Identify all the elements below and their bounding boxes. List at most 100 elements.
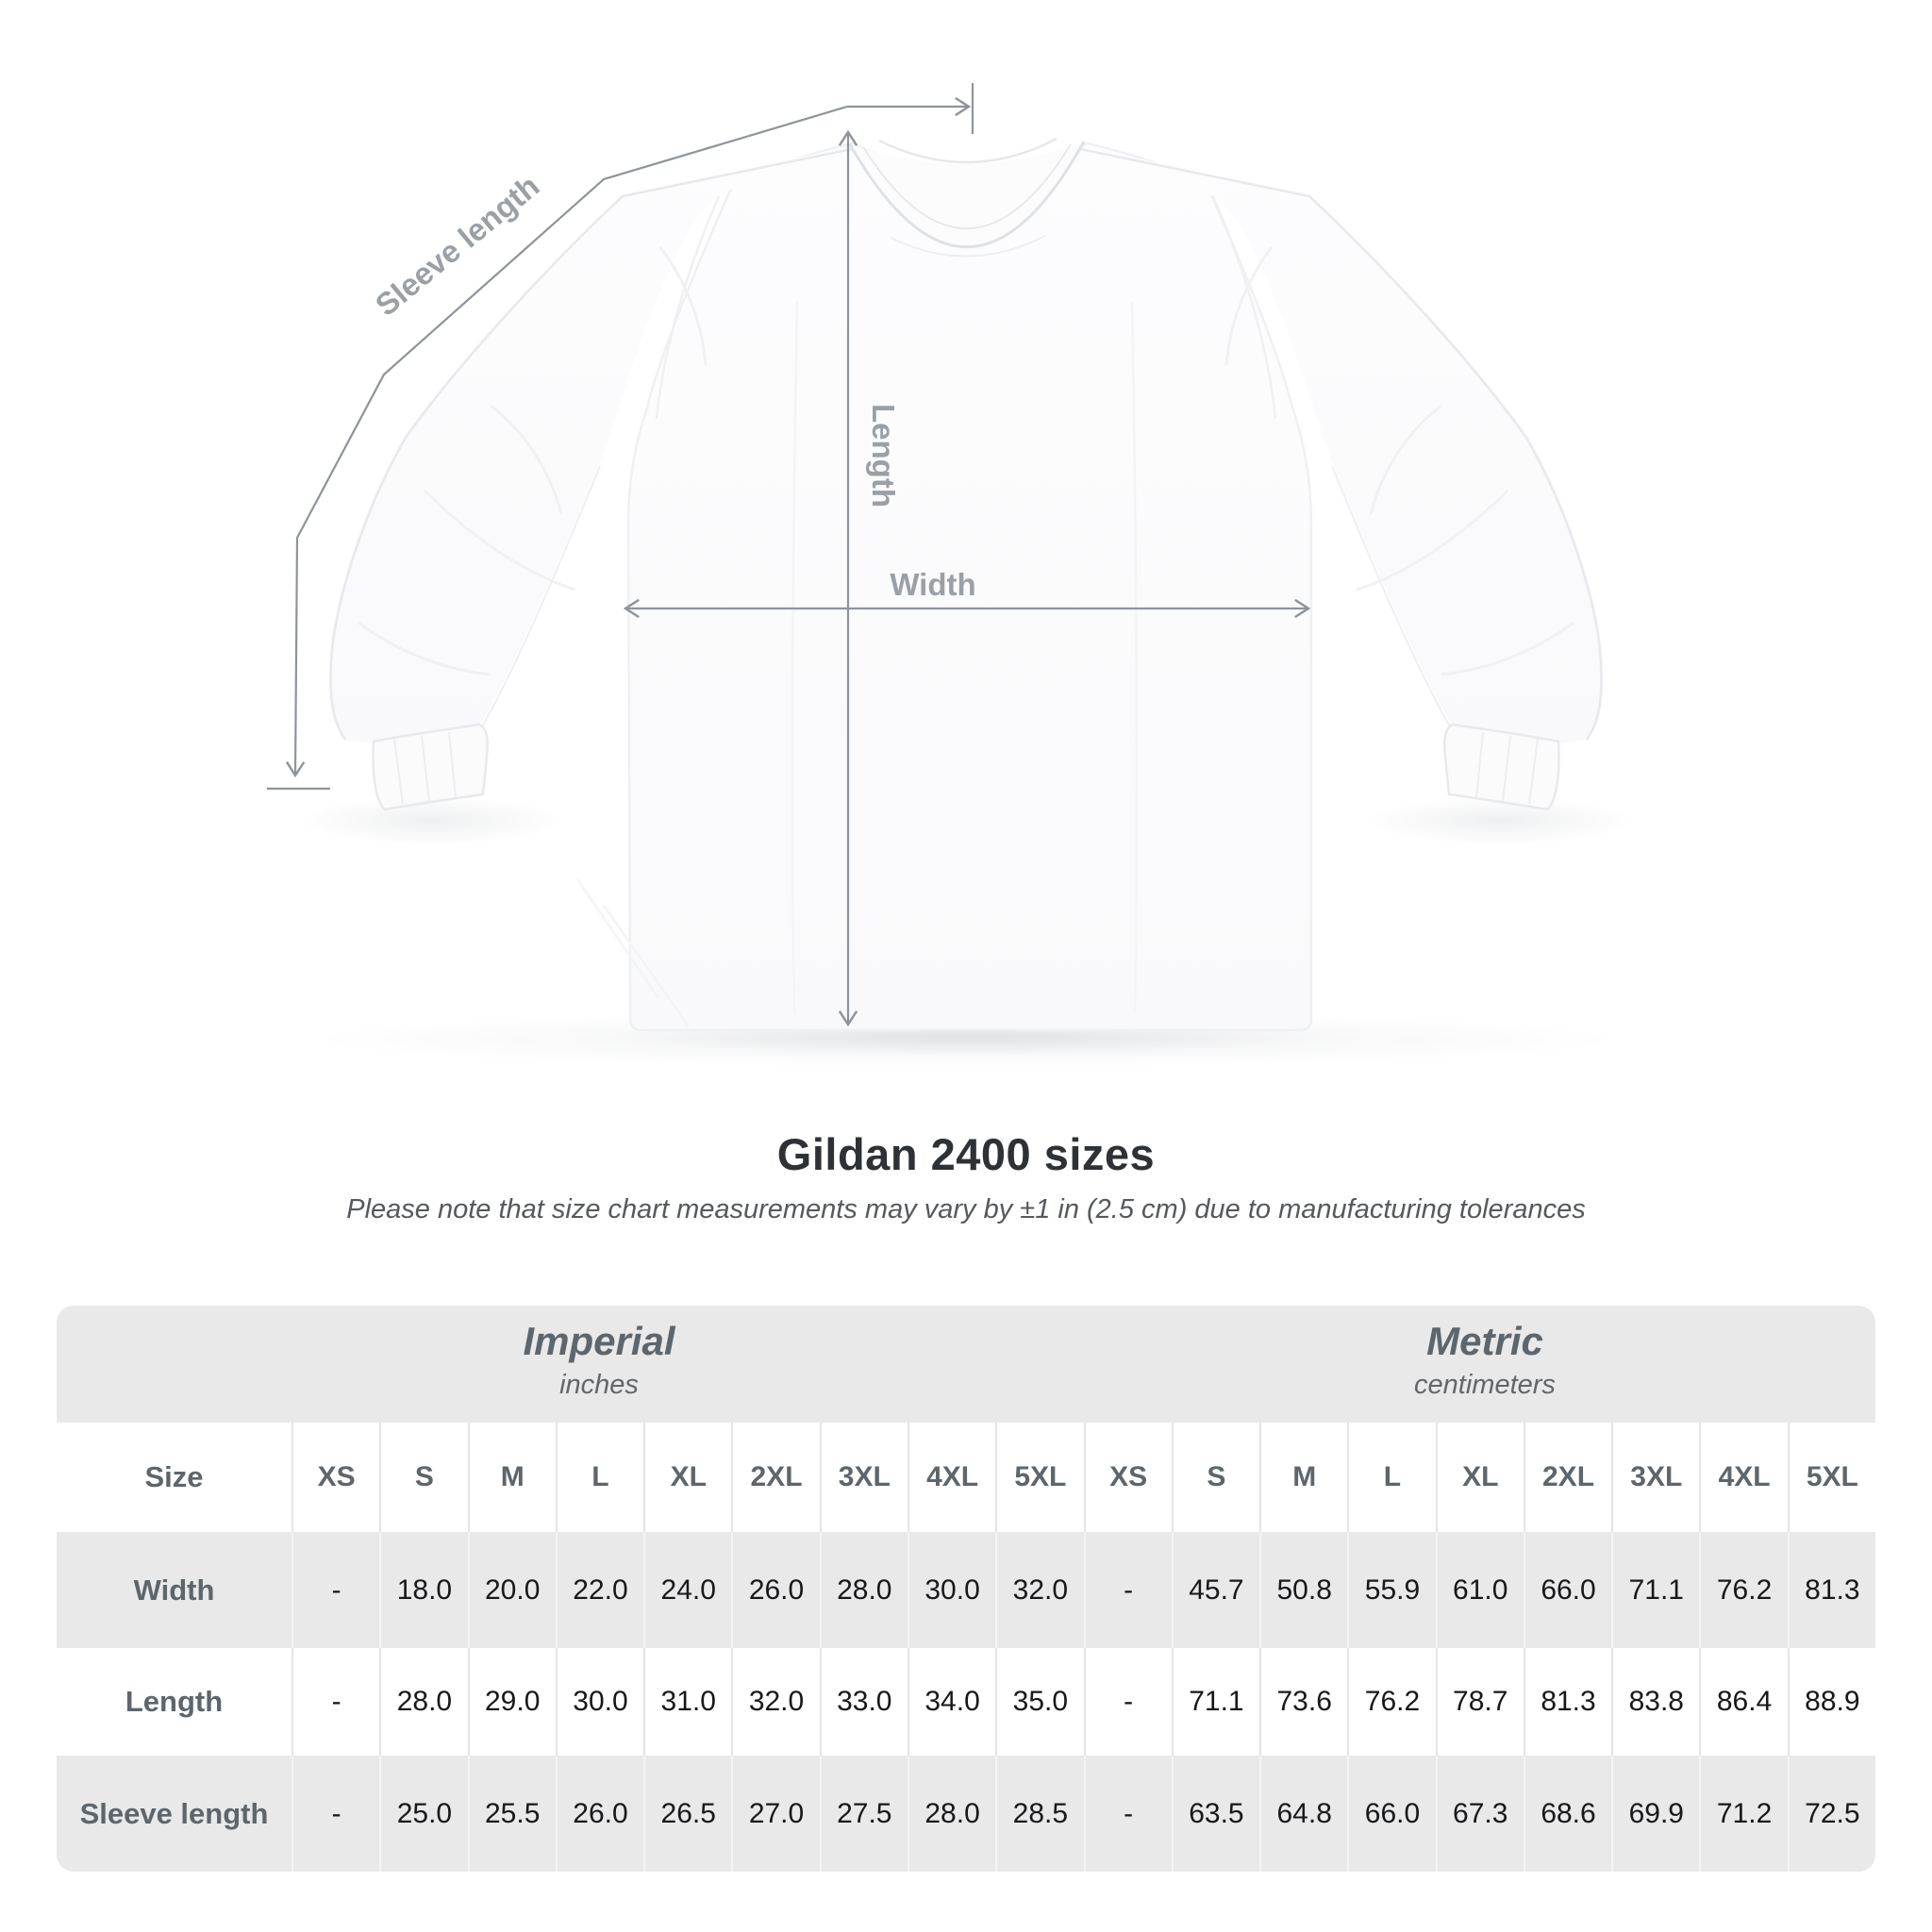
row-label-cell: Length	[125, 1685, 224, 1718]
column-header-cell-7: 4XL	[907, 1423, 995, 1532]
value-cell-1-3: 30.0	[555, 1648, 643, 1756]
value-cell-2-0: -	[291, 1756, 379, 1872]
column-header-cell-16: 4XL	[1699, 1423, 1787, 1532]
size-table: Imperial inches Metric centimeters Size X…	[57, 1306, 1875, 1872]
value-cell-1-8: 35.0	[995, 1648, 1083, 1756]
value-cell-0-7: 30.0	[907, 1532, 995, 1648]
value-cell-0-3: 22.0	[555, 1532, 643, 1648]
value-cell-1-1: 28.0	[379, 1648, 467, 1756]
value-cell-1-11: 73.6	[1259, 1648, 1347, 1756]
metric-label: Metric	[1426, 1319, 1543, 1363]
column-header-cell-15: 3XL	[1611, 1423, 1699, 1532]
value-cell-0-13: 61.0	[1435, 1532, 1524, 1648]
value-cell-0-8: 32.0	[995, 1532, 1083, 1648]
imperial-label: Imperial	[523, 1319, 675, 1363]
value-cell-1-0: -	[291, 1648, 379, 1756]
table-row-length: Length -28.0 29.0 30.0 31.0 32.0 33.0 34.0 35.0-…	[57, 1648, 1875, 1756]
value-cell-2-15: 69.9	[1611, 1756, 1699, 1872]
width-label: Width	[890, 567, 975, 602]
column-header-cell-11: M	[1259, 1423, 1347, 1532]
body-creases	[575, 301, 1139, 1027]
column-header-cell-10: S	[1171, 1423, 1259, 1532]
unit-group-imperial: Imperial inches	[57, 1319, 1141, 1404]
unit-group-metric: Metric centimeters	[1094, 1319, 1875, 1404]
value-cell-1-10: 71.1	[1171, 1648, 1259, 1756]
value-cell-0-5: 26.0	[731, 1532, 819, 1648]
value-cell-1-17: 88.9	[1787, 1648, 1875, 1756]
left-cuff-shadow	[300, 796, 564, 845]
value-cell-2-5: 27.0	[731, 1756, 819, 1872]
value-cell-0-16: 76.2	[1699, 1532, 1787, 1648]
right-cuff-shadow	[1368, 796, 1632, 845]
value-cell-1-12: 76.2	[1347, 1648, 1435, 1756]
value-cell-2-4: 26.5	[643, 1756, 731, 1872]
column-header-cell-17: 5XL	[1787, 1423, 1875, 1532]
value-cell-2-10: 63.5	[1171, 1756, 1259, 1872]
value-cell-1-16: 86.4	[1699, 1648, 1787, 1756]
value-cell-2-9: -	[1083, 1756, 1172, 1872]
value-cell-2-17: 72.5	[1787, 1756, 1875, 1872]
column-header-cell-8: 5XL	[995, 1423, 1083, 1532]
table-row-width: Width -18.0 20.0 22.0 24.0 26.0 28.0 30.0 32.0-4…	[57, 1532, 1875, 1648]
value-cell-2-8: 28.5	[995, 1756, 1083, 1872]
column-header-cell-12: L	[1347, 1423, 1435, 1532]
value-cell-1-6: 33.0	[819, 1648, 908, 1756]
value-cell-2-14: 68.6	[1523, 1756, 1611, 1872]
column-header-cell-13: XL	[1435, 1423, 1524, 1532]
unit-band: Imperial inches Metric centimeters	[57, 1306, 1875, 1423]
collar-shadow-line	[890, 235, 1046, 258]
value-cell-0-2: 20.0	[467, 1532, 556, 1648]
corner-header-cell: Size	[144, 1460, 204, 1493]
column-header-cell-5: 2XL	[731, 1423, 819, 1532]
value-cell-0-17: 81.3	[1787, 1532, 1875, 1648]
imperial-sublabel: inches	[559, 1370, 639, 1400]
value-cell-1-9: -	[1083, 1648, 1172, 1756]
collar-inner-line	[862, 143, 1072, 230]
value-cell-1-14: 81.3	[1523, 1648, 1611, 1756]
value-cell-0-0: -	[291, 1532, 379, 1648]
value-cell-0-4: 24.0	[643, 1532, 731, 1648]
value-cell-2-7: 28.0	[907, 1756, 995, 1872]
column-header-cell-2: M	[467, 1423, 556, 1532]
tolerance-note: Please note that size chart measurements…	[346, 1194, 1586, 1224]
column-header-cell-0: XS	[291, 1423, 379, 1532]
column-header-cell-14: 2XL	[1523, 1423, 1611, 1532]
value-cell-1-4: 31.0	[643, 1648, 731, 1756]
column-header-cell-9: XS	[1083, 1423, 1172, 1532]
length-label: Length	[866, 404, 901, 508]
value-cell-1-15: 83.8	[1611, 1648, 1699, 1756]
table-row-sleeve-length: Sleeve length -25.0 25.5 26.0 26.5 27.0 27.5 28…	[57, 1756, 1875, 1872]
collar-back-rim	[878, 137, 1058, 164]
value-cell-0-6: 28.0	[819, 1532, 908, 1648]
value-cell-2-3: 26.0	[555, 1756, 643, 1872]
value-cell-2-12: 66.0	[1347, 1756, 1435, 1872]
value-cell-1-13: 78.7	[1435, 1648, 1524, 1756]
value-cell-2-6: 27.5	[819, 1756, 908, 1872]
value-cell-2-16: 71.2	[1699, 1756, 1787, 1872]
value-cell-2-13: 67.3	[1435, 1756, 1524, 1872]
value-cell-2-1: 25.0	[379, 1756, 467, 1872]
value-cell-1-7: 34.0	[907, 1648, 995, 1756]
value-cell-0-12: 55.9	[1347, 1532, 1435, 1648]
column-header-cell-4: XL	[643, 1423, 731, 1532]
collar-outer-line	[848, 141, 1086, 249]
metric-sublabel: centimeters	[1414, 1370, 1556, 1400]
value-cell-1-5: 32.0	[731, 1648, 819, 1756]
column-header-cell-6: 3XL	[819, 1423, 908, 1532]
value-cell-0-15: 71.1	[1611, 1532, 1699, 1648]
value-cell-0-11: 50.8	[1259, 1532, 1347, 1648]
value-cell-2-2: 25.5	[467, 1756, 556, 1872]
value-cell-0-9: -	[1083, 1532, 1172, 1648]
row-label-cell: Sleeve length	[79, 1796, 269, 1830]
shirt-measurement-diagram: Sleeve length Length Width	[267, 83, 1632, 1068]
column-header-cell-3: L	[555, 1423, 643, 1532]
size-grid: Size XS S M L XL 2XL 3XL 4XL 5XL XS S M L XL 2XL 3XL 4XL 5…	[57, 1423, 1875, 1872]
row-label-cell: Width	[133, 1573, 215, 1607]
value-cell-0-10: 45.7	[1171, 1532, 1259, 1648]
page-title: Gildan 2400 sizes	[776, 1129, 1156, 1179]
value-cell-2-11: 64.8	[1259, 1756, 1347, 1872]
collar	[848, 137, 1086, 258]
measurement-annotations	[267, 83, 1311, 1027]
table-header-row: Size XS S M L XL 2XL 3XL 4XL 5XL XS S M L XL 2XL 3XL 4XL 5…	[57, 1423, 1875, 1532]
